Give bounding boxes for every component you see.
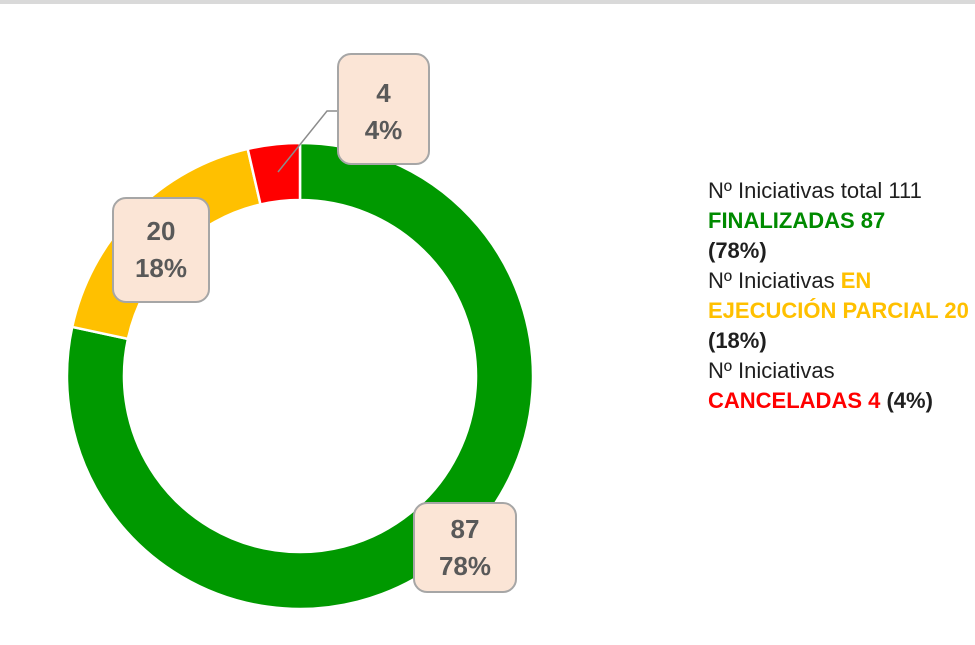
callout-canceladas-percent: 4%: [364, 115, 403, 145]
callout-finalizadas-value: 87: [450, 513, 480, 544]
summary-line-canceladas-2: CANCELADAS 4 (4%): [708, 386, 970, 416]
summary-canceladas-pct-text: (4%): [886, 388, 933, 413]
donut-segment-finalizadas: [65, 141, 535, 611]
summary-total-text: Nº Iniciativas total 111: [708, 178, 922, 203]
summary-line-ejecucion-pct: (18%): [708, 326, 970, 356]
summary-canceladas-prefix-text: Nº Iniciativas: [708, 358, 835, 383]
callout-canceladas-value: 4: [376, 78, 391, 108]
summary-finalizadas-text: FINALIZADAS 87: [708, 208, 886, 233]
summary-line-finalizadas-pct: (78%): [708, 236, 970, 266]
callout-canceladas: 4 4%: [337, 53, 430, 165]
summary-canceladas-text: CANCELADAS 4: [708, 388, 887, 413]
donut-segment-canceladas: [246, 141, 302, 206]
summary-line-ejecucion-2: EJECUCIÓN PARCIAL 20: [708, 296, 970, 326]
summary-ejecucion-pct-text: (18%): [708, 328, 767, 353]
leader-line-canceladas: [277, 110, 337, 173]
summary-ejecucion-prefix-text: Nº Iniciativas: [708, 268, 841, 293]
callout-finalizadas-percent: 78%: [438, 550, 492, 581]
summary-finalizadas-pct-text: (78%): [708, 238, 767, 263]
top-border-bar: [0, 0, 975, 4]
summary-line-finalizadas: FINALIZADAS 87: [708, 206, 970, 236]
callout-en-ejecucion-parcial-percent: 18%: [134, 253, 188, 283]
summary-line-canceladas-1: Nº Iniciativas: [708, 356, 970, 386]
summary-text-block: Nº Iniciativas total 111 FINALIZADAS 87 …: [708, 176, 970, 416]
callout-en-ejecucion-parcial-value: 20: [146, 216, 176, 246]
summary-ejecucion-en-text: EN: [840, 268, 872, 293]
summary-ejecucion-text: EJECUCIÓN PARCIAL 20: [708, 298, 969, 323]
summary-line-total: Nº Iniciativas total 111: [708, 176, 970, 206]
callout-finalizadas: 87 78%: [413, 502, 517, 593]
summary-line-ejecucion-1: Nº Iniciativas EN: [708, 266, 970, 296]
callout-en-ejecucion-parcial: 20 18%: [112, 197, 210, 303]
